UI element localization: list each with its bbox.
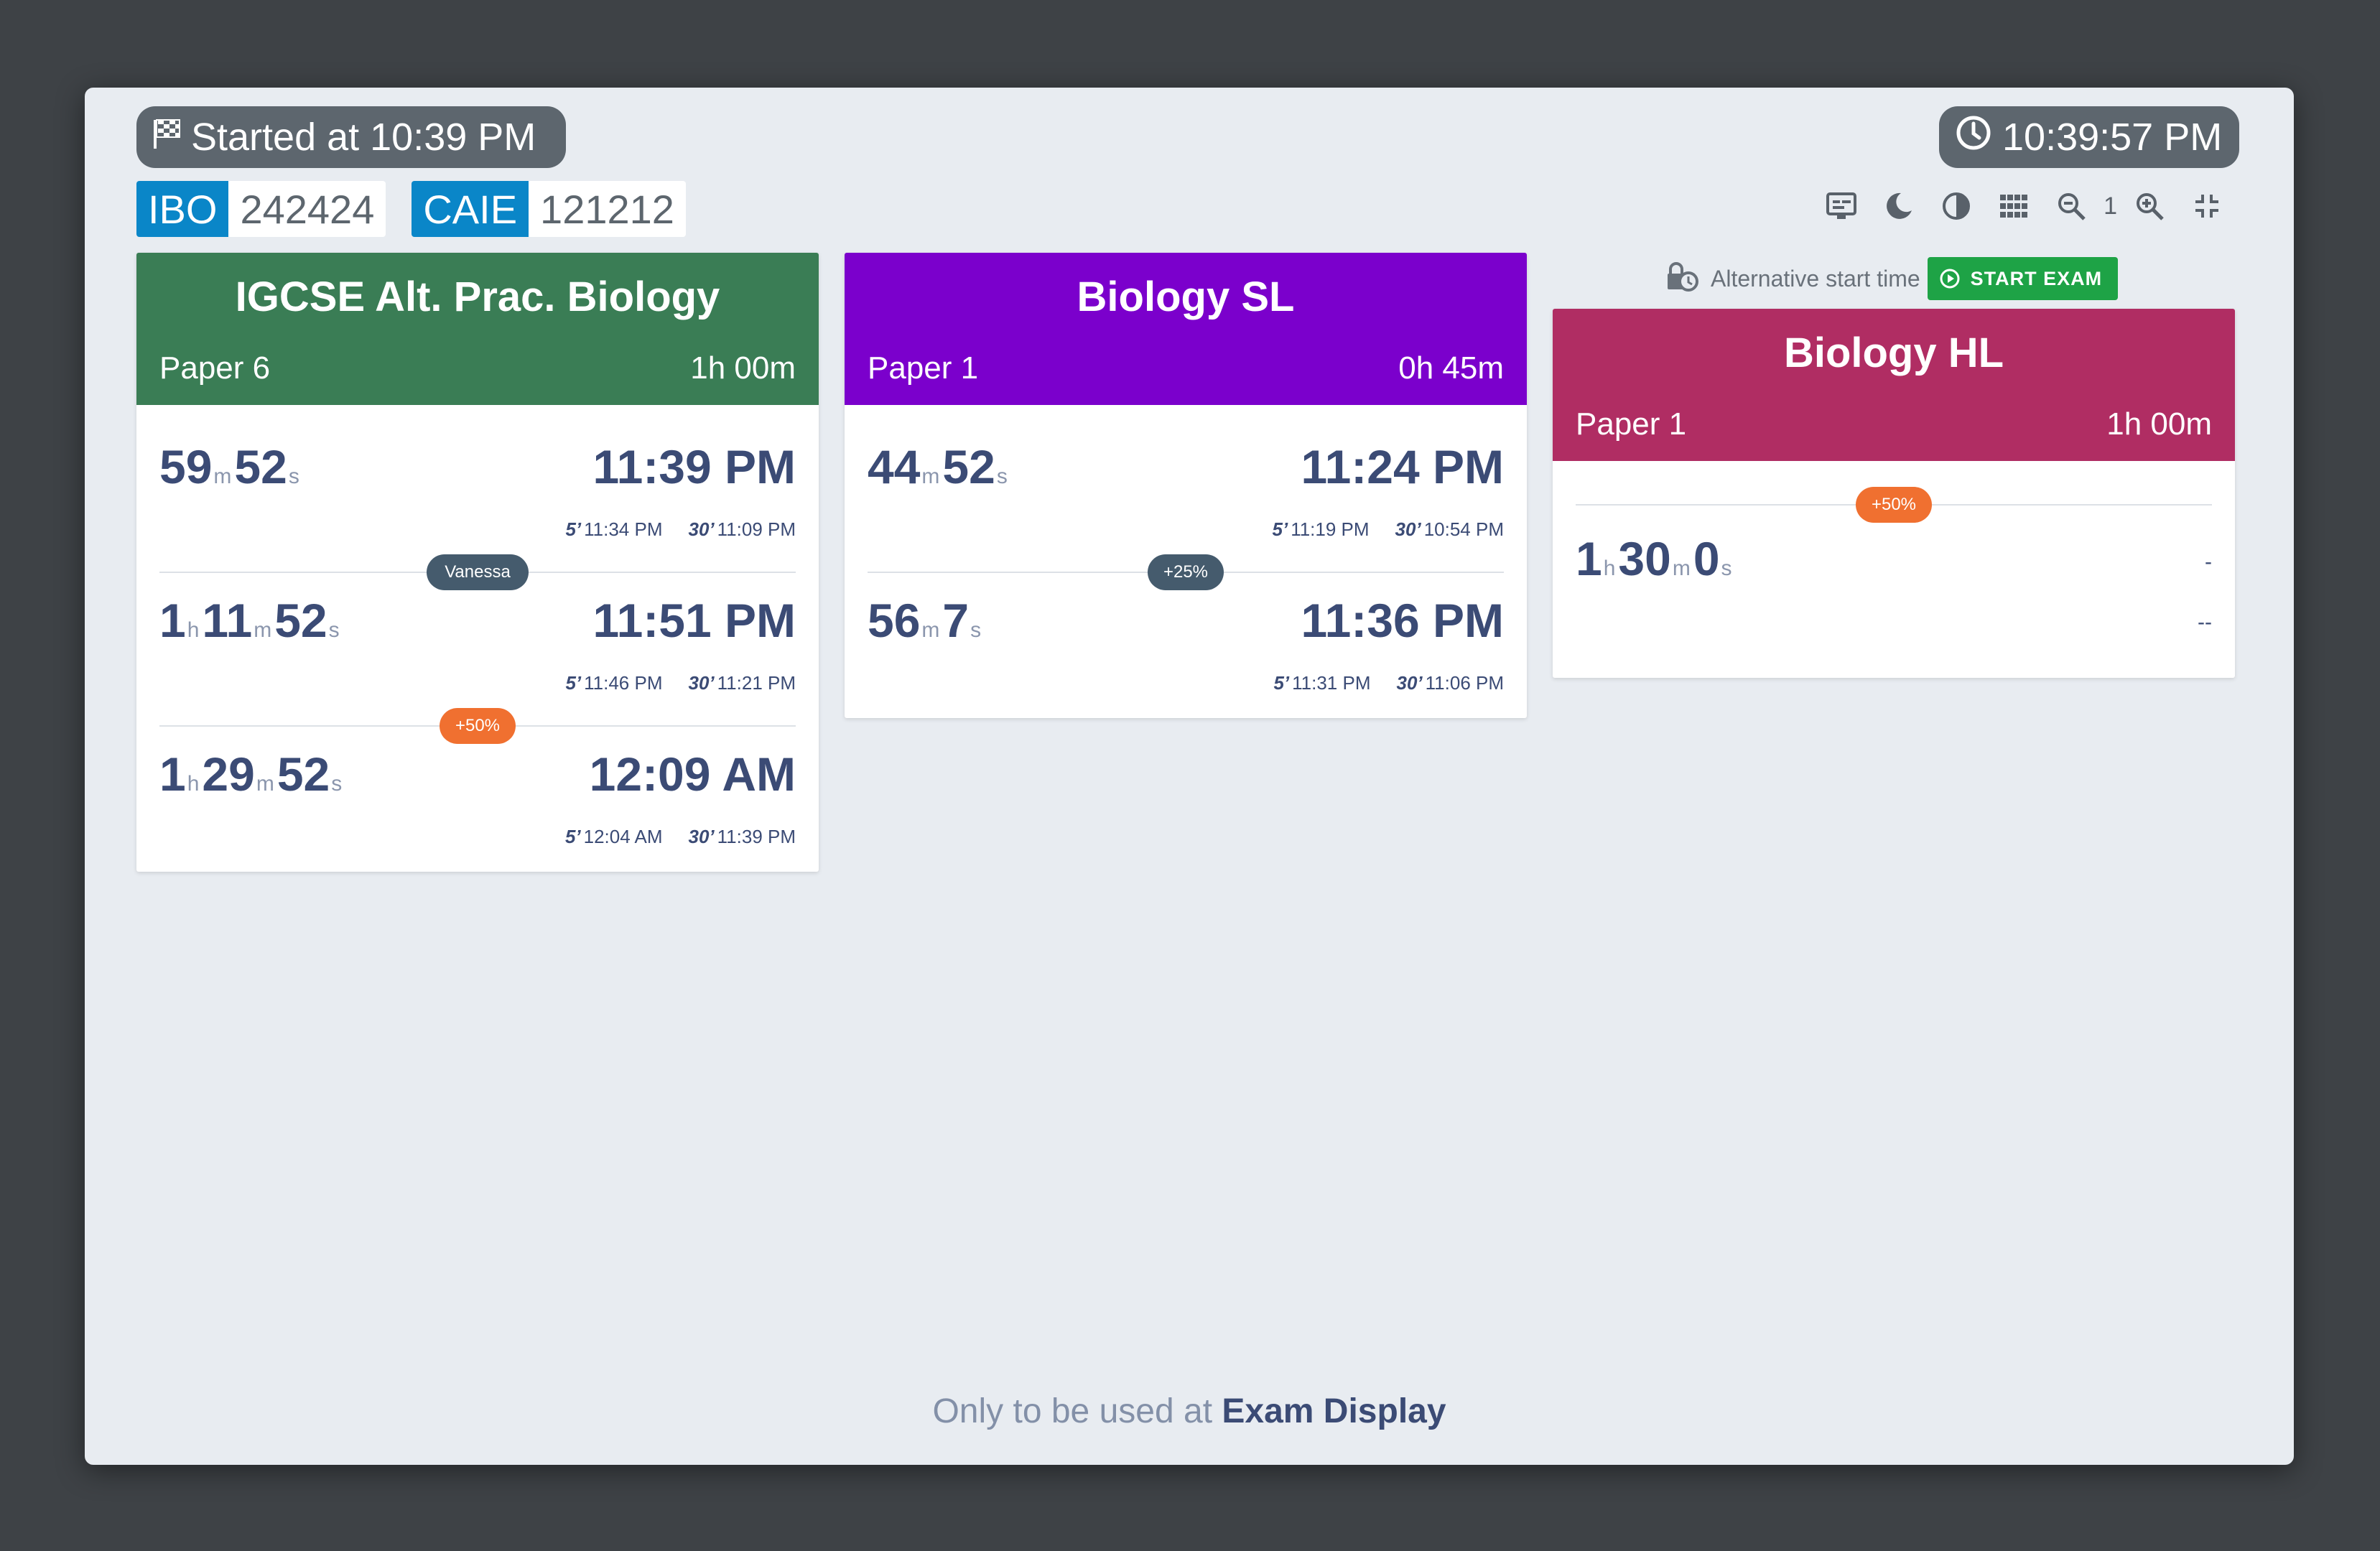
timer-row: 1h29m52s 12:09 AM 5’ 12:04 AM 30’ 11:39 PM (159, 732, 796, 862)
time-remaining: 1h29m52s (159, 747, 343, 801)
end-time: 11:51 PM (592, 594, 796, 647)
exit-fullscreen-icon[interactable] (2189, 188, 2225, 224)
exam-paper: Paper 1 (868, 350, 979, 386)
display-toolbar: 1 (1823, 188, 2225, 224)
zoom-out-icon[interactable] (2053, 188, 2089, 224)
warning-times: 5’ 12:04 AM 30’ 11:39 PM (564, 826, 796, 847)
play-circle-icon (1940, 269, 1960, 289)
zoom-in-icon[interactable] (2132, 188, 2167, 224)
warning-times: 5’ 11:46 PM 30’ 11:21 PM (565, 672, 796, 694)
exam-title: Biology SL (1077, 274, 1295, 320)
exam-card-header: Biology HL Paper 1 1h 00m (1553, 309, 2235, 461)
extra-time-badge: +25% (1148, 554, 1224, 590)
exam-duration: 0h 45m (1398, 350, 1504, 386)
grid-icon[interactable] (1996, 188, 2032, 224)
exam-title: IGCSE Alt. Prac. Biology (235, 274, 720, 320)
extra-time-badge: +50% (440, 708, 516, 744)
end-time: 11:36 PM (1301, 594, 1505, 647)
time-remaining: 1h30m0s (1576, 532, 1732, 585)
current-time: 10:39:57 PM (2002, 116, 2223, 159)
exam-display-window: Started at 10:39 PM 10:39:57 PM IBO 2424… (85, 88, 2294, 1465)
warning-times: 5’ 11:19 PM 30’ 10:54 PM (1272, 518, 1505, 540)
end-time: - (2205, 550, 2212, 574)
current-time-pill: 10:39:57 PM (1939, 106, 2239, 168)
exam-card-header: Biology SL Paper 1 0h 45m (845, 253, 1527, 405)
timer-row: 59m52s 11:39 PM 5’ 11:34 PM 30’ 11:09 PM (159, 425, 796, 554)
exam-paper: Paper 1 (1576, 406, 1687, 442)
checkered-flag-icon (151, 115, 181, 159)
exam-card-igcse-biology: IGCSE Alt. Prac. Biology Paper 6 1h 00m … (136, 253, 819, 872)
exam-duration: 1h 00m (2106, 406, 2212, 442)
alternative-start-time: Alternative start time START EXAM (1666, 257, 2119, 300)
exam-title: Biology HL (1783, 330, 2004, 376)
exam-card-biology-hl: Biology HL Paper 1 1h 00m +50% 1h30m0s -… (1553, 309, 2235, 678)
warning-times: 5’ 11:31 PM 30’ 11:06 PM (1273, 672, 1504, 694)
alternative-start-label: Alternative start time (1711, 265, 1920, 292)
timer-row: 1h30m0s - -- (1576, 517, 2212, 646)
centre-code-key: CAIE (412, 181, 529, 237)
dark-mode-icon[interactable] (1881, 188, 1917, 224)
extra-time-badge: +50% (1856, 487, 1932, 523)
timer-row: 44m52s 11:24 PM 5’ 11:19 PM 30’ 10:54 PM (868, 425, 1504, 554)
centre-code-ibo: IBO 242424 (136, 181, 386, 237)
exam-duration: 1h 00m (690, 350, 796, 386)
centre-code-value: 121212 (540, 186, 674, 232)
end-time: 11:24 PM (1301, 440, 1505, 493)
exam-card-header: IGCSE Alt. Prac. Biology Paper 6 1h 00m (136, 253, 819, 405)
exam-paper: Paper 6 (159, 350, 271, 386)
contrast-icon[interactable] (1938, 188, 1974, 224)
end-time: 11:39 PM (592, 440, 796, 493)
timer-row: 1h11m52s 11:51 PM 5’ 11:46 PM 30’ 11:21 PM (159, 579, 796, 708)
time-remaining: 1h11m52s (159, 594, 340, 647)
centre-code-value: 242424 (240, 186, 375, 232)
candidate-badge: Vanessa (427, 554, 529, 590)
warning-times: -- (2198, 610, 2212, 634)
exam-card-biology-sl: Biology SL Paper 1 0h 45m 44m52s 11:24 P… (845, 253, 1527, 718)
warning-times: 5’ 11:34 PM 30’ 11:09 PM (565, 518, 796, 540)
time-remaining: 59m52s (159, 440, 299, 493)
start-exam-button[interactable]: START EXAM (1927, 257, 2119, 300)
end-time: 12:09 AM (589, 747, 796, 801)
timer-row: 56m7s 11:36 PM 5’ 11:31 PM 30’ 11:06 PM (868, 579, 1504, 708)
clock-lock-icon (1666, 261, 1699, 296)
time-remaining: 44m52s (868, 440, 1008, 493)
centre-code-caie: CAIE 121212 (412, 181, 686, 237)
centre-code-key: IBO (136, 181, 229, 237)
clock-icon (1955, 114, 1992, 161)
started-at-label: Started at 10:39 PM (191, 116, 536, 159)
start-exam-label: START EXAM (1970, 267, 2103, 289)
centre-codes: IBO 242424 CAIE 121212 (136, 181, 686, 237)
footer-app-name: Exam Display (1222, 1392, 1446, 1430)
zoom-level: 1 (2104, 192, 2117, 220)
footer-note: Only to be used at Exam Display (932, 1392, 1446, 1430)
started-at-pill: Started at 10:39 PM (136, 106, 566, 168)
subtitles-icon[interactable] (1823, 188, 1859, 224)
time-remaining: 56m7s (868, 594, 982, 647)
